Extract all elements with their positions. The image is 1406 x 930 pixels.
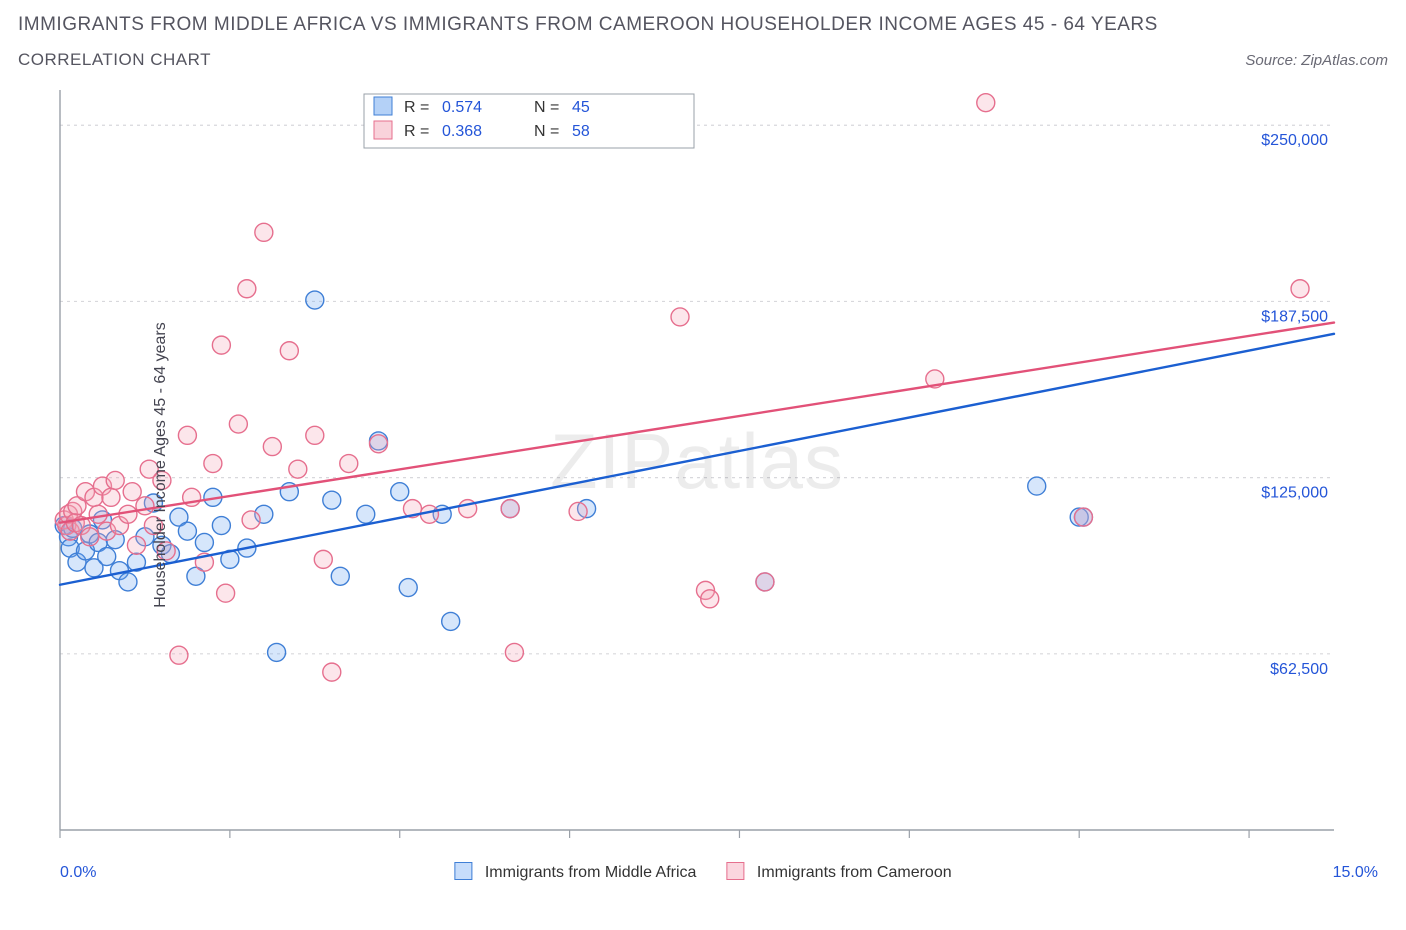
correlation-scatter-chart: $62,500 $125,000 $187,500 $250,000 ZIPatlas R… xyxy=(16,80,1346,850)
svg-text:$62,500: $62,500 xyxy=(1270,661,1328,678)
legend-label: Immigrants from Middle Africa xyxy=(485,864,697,881)
svg-text:N =: N = xyxy=(534,99,559,116)
svg-text:R =: R = xyxy=(404,123,429,140)
x-axis-max-label: 15.0% xyxy=(1333,864,1378,882)
legend-item-cameroon: Immigrants from Cameroon xyxy=(726,862,951,882)
legend-swatch-icon xyxy=(454,862,472,880)
svg-text:0.368: 0.368 xyxy=(442,123,482,140)
legend: Immigrants from Middle Africa Immigrants… xyxy=(454,862,951,882)
svg-text:58: 58 xyxy=(572,123,590,140)
svg-text:R =: R = xyxy=(404,99,429,116)
svg-text:0.574: 0.574 xyxy=(442,99,482,116)
legend-item-middle-africa: Immigrants from Middle Africa xyxy=(454,862,696,882)
legend-swatch-icon xyxy=(726,862,744,880)
y-axis-label: Householder Income Ages 45 - 64 years xyxy=(152,322,170,608)
svg-text:$125,000: $125,000 xyxy=(1261,485,1328,502)
svg-text:45: 45 xyxy=(572,99,590,116)
svg-text:N =: N = xyxy=(534,123,559,140)
legend-label: Immigrants from Cameroon xyxy=(757,864,952,881)
page-title: IMMIGRANTS FROM MIDDLE AFRICA VS IMMIGRA… xyxy=(18,14,1388,36)
svg-text:$187,500: $187,500 xyxy=(1261,308,1328,325)
x-axis-min-label: 0.0% xyxy=(60,864,96,882)
svg-text:$250,000: $250,000 xyxy=(1261,132,1328,149)
chart-subtitle: CORRELATION CHART xyxy=(18,50,211,70)
svg-text:ZIPatlas: ZIPatlas xyxy=(550,417,844,505)
source-label: Source: ZipAtlas.com xyxy=(1245,52,1388,69)
